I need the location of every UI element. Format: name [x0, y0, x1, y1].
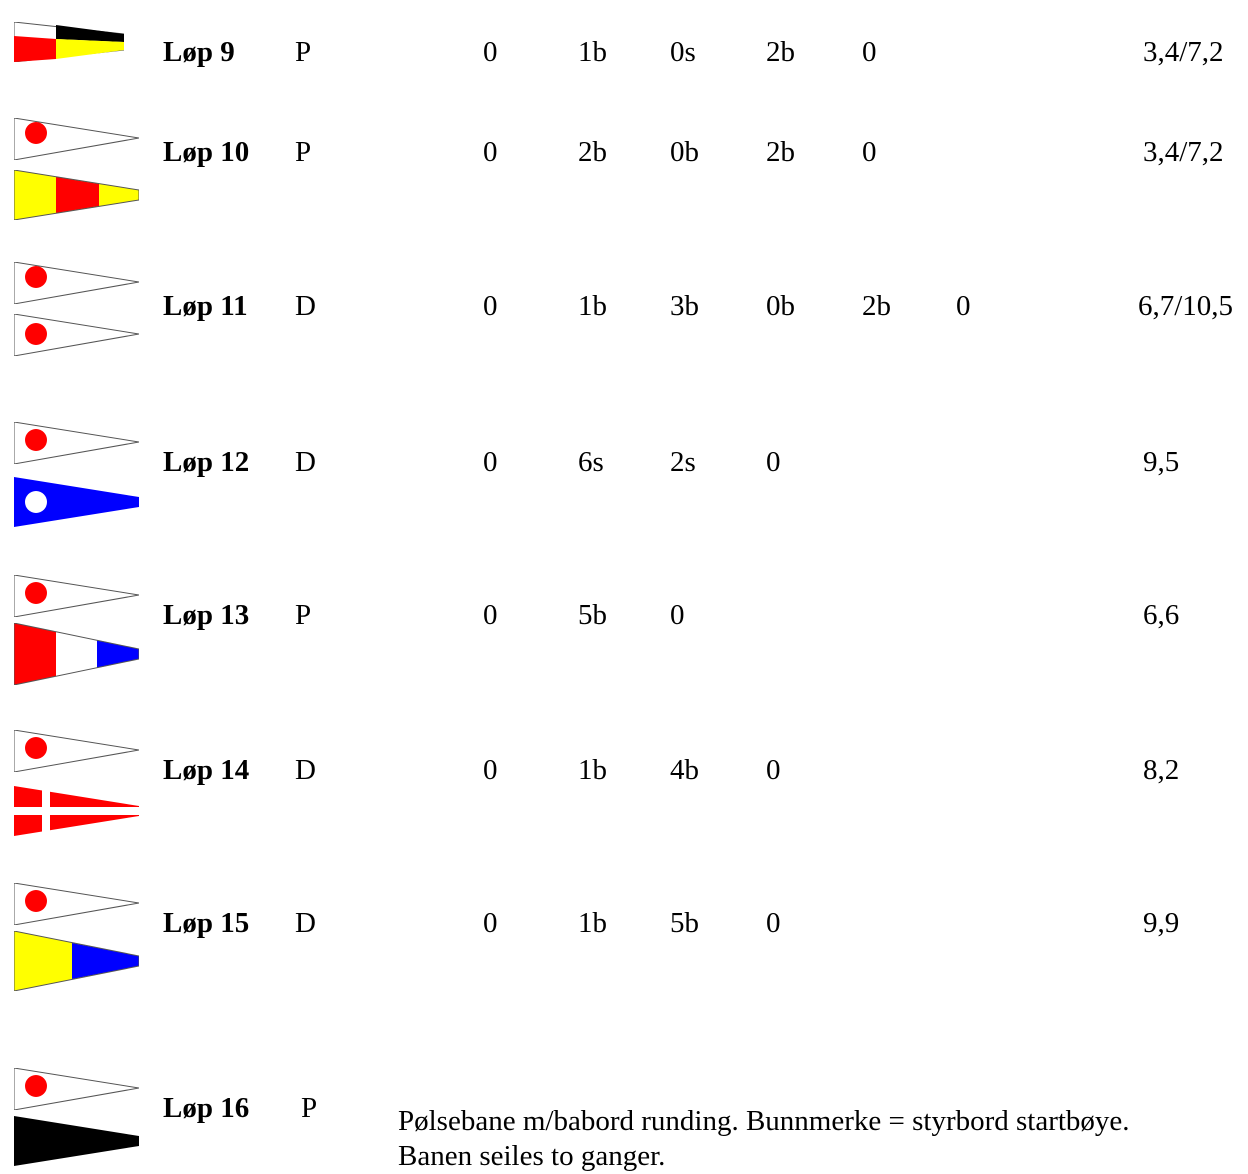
leg-2: 2b [578, 136, 607, 168]
leg-5: 0 [862, 36, 877, 68]
leg-2: 5b [578, 599, 607, 631]
leg-1: 0 [483, 599, 498, 631]
leg-4: 0 [766, 907, 781, 939]
leg-1: 0 [483, 446, 498, 478]
race-name: Løp 10 [163, 136, 250, 168]
race-type: D [295, 907, 316, 939]
flag-red-ball-pennant-icon [14, 314, 139, 356]
leg-3: 0s [670, 36, 696, 68]
leg-5: 2b [862, 290, 891, 322]
leg-1: 0 [483, 290, 498, 322]
flag-yellow-blue-icon [14, 931, 139, 991]
leg-4: 0 [766, 754, 781, 786]
leg-1: 0 [483, 907, 498, 939]
flag-blue-white-ball-icon [14, 477, 139, 527]
flag-red-ball-pennant-icon [14, 730, 139, 772]
leg-2: 1b [578, 36, 607, 68]
race-name: Løp 16 [163, 1092, 250, 1124]
flag-red-ball-pennant-icon [14, 883, 139, 925]
leg-3: 0 [670, 599, 685, 631]
race-distance: 9,5 [1143, 446, 1180, 478]
leg-4: 0 [766, 446, 781, 478]
race-name: Løp 13 [163, 599, 250, 631]
leg-1: 0 [483, 136, 498, 168]
flag-red-white-cross-icon [14, 786, 139, 836]
race-distance: 8,2 [1143, 754, 1180, 786]
flag-red-ball-pennant-icon [14, 1068, 139, 1110]
race-type: P [301, 1092, 318, 1124]
race-distance: 3,4/7,2 [1143, 136, 1224, 168]
leg-2: 1b [578, 907, 607, 939]
leg-1: 0 [483, 36, 498, 68]
flag-yellow-red-yellow-icon [14, 170, 139, 220]
flag-red-yellow-black-icon [14, 22, 124, 62]
leg-6: 0 [956, 290, 971, 322]
flag-red-white-blue-icon [14, 623, 139, 685]
leg-1: 0 [483, 754, 498, 786]
flag-red-ball-pennant-icon [14, 118, 139, 160]
race-name: Løp 15 [163, 907, 250, 939]
leg-3: 2s [670, 446, 696, 478]
leg-3: 5b [670, 907, 699, 939]
race-distance: 9,9 [1143, 907, 1180, 939]
leg-4: 0b [766, 290, 795, 322]
flag-red-ball-pennant-icon [14, 575, 139, 617]
flag-red-ball-pennant-icon [14, 262, 139, 304]
leg-2: 1b [578, 290, 607, 322]
race-distance: 3,4/7,2 [1143, 36, 1224, 68]
race-type: P [295, 599, 312, 631]
leg-3: 3b [670, 290, 699, 322]
leg-3: 0b [670, 136, 699, 168]
leg-4: 2b [766, 36, 795, 68]
flag-black-pennant-icon [14, 1116, 139, 1166]
race-name: Løp 12 [163, 446, 250, 478]
race-name: Løp 14 [163, 754, 250, 786]
race-description: Pølsebane m/babord runding. Bunnmerke = … [398, 1104, 1130, 1174]
leg-4: 2b [766, 136, 795, 168]
leg-2: 6s [578, 446, 604, 478]
race-name: Løp 9 [163, 36, 235, 68]
race-type: P [295, 136, 312, 168]
race-name: Løp 11 [163, 290, 248, 322]
flag-red-ball-pennant-icon [14, 422, 139, 464]
leg-2: 1b [578, 754, 607, 786]
leg-3: 4b [670, 754, 699, 786]
race-description-line-2: Banen seiles to ganger. [398, 1140, 666, 1172]
race-type: P [295, 36, 312, 68]
leg-5: 0 [862, 136, 877, 168]
race-description-line-1: Pølsebane m/babord runding. Bunnmerke = … [398, 1105, 1130, 1137]
race-distance: 6,6 [1143, 599, 1180, 631]
race-type: D [295, 290, 316, 322]
race-type: D [295, 446, 316, 478]
race-distance: 6,7/10,5 [1138, 290, 1234, 322]
race-type: D [295, 754, 316, 786]
